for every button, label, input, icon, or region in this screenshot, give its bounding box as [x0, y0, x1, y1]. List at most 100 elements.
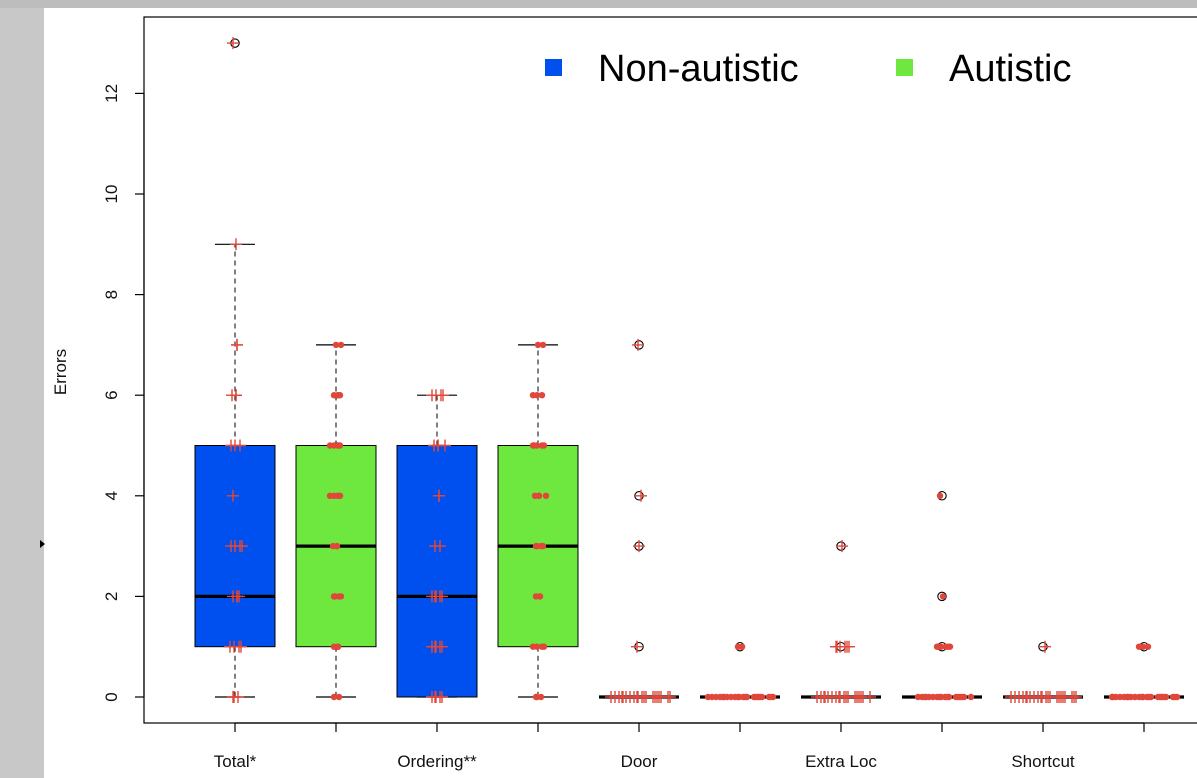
outlier-point [937, 591, 947, 602]
data-point-autistic [330, 693, 338, 701]
data-point-autistic [758, 693, 766, 701]
data-point-nonautistic [1039, 640, 1051, 653]
data-point-autistic [936, 492, 944, 499]
data-point-autistic [531, 492, 539, 499]
data-point-nonautistic [235, 640, 247, 653]
data-point-autistic [704, 693, 712, 701]
data-point-nonautistic [428, 439, 440, 452]
data-point-autistic [1162, 693, 1170, 701]
data-point-autistic [337, 593, 345, 600]
data-point-autistic [336, 442, 344, 449]
data-point-nonautistic [426, 691, 438, 703]
y-axis: 0 2 4 6 8 10 12 [102, 84, 145, 702]
data-point-autistic [540, 442, 548, 449]
data-point-nonautistic [426, 590, 438, 603]
data-point-nonautistic [228, 691, 240, 703]
data-point-nonautistic [664, 691, 676, 703]
boxes-layer [194, 243, 1184, 699]
data-point-autistic [336, 492, 344, 499]
data-point-autistic [934, 643, 942, 650]
data-point-autistic [330, 643, 338, 650]
data-point-autistic [336, 392, 344, 399]
data-point-nonautistic [227, 489, 239, 502]
legend: Non-autistic Autistic [545, 48, 1071, 90]
y-tick-label: 2 [102, 592, 121, 601]
y-tick-label: 0 [102, 692, 121, 701]
data-point-nonautistic [434, 540, 446, 553]
data-point-nonautistic [231, 338, 243, 351]
data-point-autistic [533, 542, 541, 550]
data-point-nonautistic [439, 439, 451, 452]
data-point-autistic [329, 542, 337, 550]
data-point-nonautistic [811, 691, 823, 703]
data-point-nonautistic [227, 37, 239, 50]
data-point-autistic [330, 392, 338, 399]
data-point-nonautistic [836, 540, 848, 553]
x-tick-label: Total* [214, 752, 257, 771]
data-point-autistic [533, 693, 541, 701]
data-point-autistic [1144, 643, 1152, 650]
data-point-autistic [534, 341, 542, 349]
data-point-nonautistic [225, 439, 237, 452]
data-point-autistic [335, 693, 343, 701]
data-point-autistic [332, 341, 340, 349]
data-point-nonautistic [632, 338, 644, 351]
legend-label-autistic: Autistic [949, 48, 1071, 90]
data-point-autistic [331, 593, 339, 600]
pointer-marker [40, 540, 45, 548]
x-tick-label: Door [621, 752, 658, 771]
data-point-nonautistic [426, 640, 438, 653]
data-point-autistic [539, 341, 547, 349]
data-point-nonautistic [226, 389, 238, 402]
data-point-autistic [1109, 693, 1117, 701]
data-point-autistic [967, 693, 975, 701]
data-point-autistic [1147, 693, 1155, 701]
data-point-nonautistic [635, 489, 647, 502]
data-point-autistic [769, 693, 777, 701]
data-point-autistic [530, 442, 538, 449]
y-tick-label: 6 [102, 390, 121, 399]
data-point-nonautistic [224, 640, 236, 653]
data-point-nonautistic [1005, 691, 1017, 703]
data-point-autistic [1173, 693, 1181, 701]
data-point-autistic [960, 693, 968, 701]
data-point-nonautistic [433, 489, 445, 502]
data-point-autistic [734, 643, 742, 650]
data-point-autistic [542, 492, 550, 499]
data-point-autistic [326, 492, 334, 499]
data-point-nonautistic [864, 691, 876, 703]
data-point-autistic [529, 392, 537, 399]
points-layer [224, 37, 1181, 703]
data-point-autistic [945, 693, 953, 701]
data-point-autistic [540, 643, 548, 650]
legend-swatch-autistic [896, 59, 913, 76]
data-point-nonautistic [426, 389, 438, 402]
legend-label-nonautistic: Non-autistic [598, 48, 799, 90]
x-tick-label: Shortcut [1011, 752, 1075, 771]
data-point-autistic [538, 392, 546, 399]
y-tick-label: 10 [102, 185, 121, 204]
y-axis-label: Errors [51, 349, 70, 395]
y-tick-label: 4 [102, 491, 121, 500]
data-point-autistic [337, 341, 345, 349]
window-top-bar [0, 0, 1197, 8]
data-point-autistic [946, 643, 954, 650]
x-axis: Total* Ordering** Door Extra Loc Shortcut [214, 722, 1145, 771]
y-tick-label: 12 [102, 84, 121, 103]
data-point-autistic [326, 442, 334, 449]
data-point-nonautistic [1070, 691, 1082, 703]
data-point-autistic [532, 593, 540, 600]
data-point-nonautistic [631, 640, 643, 653]
data-point-nonautistic [230, 238, 242, 251]
data-point-nonautistic [605, 691, 617, 703]
data-point-nonautistic [437, 389, 449, 402]
data-point-autistic [743, 693, 751, 701]
data-point-autistic [914, 693, 922, 701]
box-nonautistic [396, 445, 478, 698]
data-point-nonautistic [843, 640, 855, 653]
data-point-autistic [939, 593, 947, 600]
data-point-autistic [539, 542, 547, 550]
data-point-autistic [1135, 643, 1143, 650]
data-point-nonautistic [831, 640, 843, 653]
